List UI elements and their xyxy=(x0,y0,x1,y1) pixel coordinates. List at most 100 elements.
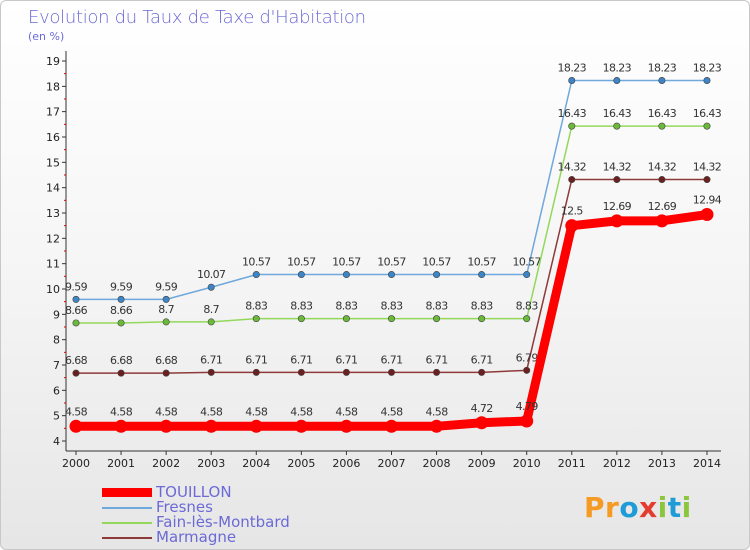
y-tick-label: 7 xyxy=(53,359,60,372)
data-label: 12.94 xyxy=(693,194,722,207)
legend-label: Fain-lès-Montbard xyxy=(156,513,290,531)
data-point xyxy=(613,122,621,130)
data-label: 6.79 xyxy=(516,351,539,364)
data-label: 9.59 xyxy=(110,280,133,293)
y-unit-label: (en %) xyxy=(28,30,65,43)
data-label: 12.5 xyxy=(561,205,584,218)
x-tick-label: 2008 xyxy=(423,457,451,470)
data-point xyxy=(69,419,83,433)
data-label: 8.83 xyxy=(426,300,449,313)
data-point xyxy=(613,176,621,184)
logo-letter: x xyxy=(639,491,658,524)
data-point xyxy=(117,319,125,327)
logo-letter: i xyxy=(681,491,692,524)
legend-item: Fain-lès-Montbard xyxy=(102,515,290,530)
data-label: 18.23 xyxy=(603,62,632,75)
data-point xyxy=(72,295,80,303)
x-tick-label: 2011 xyxy=(558,457,586,470)
y-tick-label: 5 xyxy=(53,410,60,423)
data-point xyxy=(478,271,486,279)
data-label: 6.71 xyxy=(335,353,357,366)
data-label: 8.83 xyxy=(471,300,494,313)
data-point xyxy=(72,369,80,377)
data-point xyxy=(430,419,444,433)
proxiti-logo[interactable]: Proxiti xyxy=(584,491,692,524)
data-label: 4.58 xyxy=(380,405,403,418)
y-tick-label: 12 xyxy=(46,232,60,245)
y-tick-label: 18 xyxy=(46,80,60,93)
data-point xyxy=(207,283,215,291)
data-label: 16.43 xyxy=(648,107,677,120)
data-point xyxy=(297,271,305,279)
data-label: 6.68 xyxy=(155,354,178,367)
data-point xyxy=(568,122,576,130)
x-tick-label: 2006 xyxy=(332,457,360,470)
y-tick-label: 11 xyxy=(46,258,60,271)
data-label: 6.68 xyxy=(110,354,133,367)
data-label: 8.83 xyxy=(245,300,268,313)
legend-label: Fresnes xyxy=(156,498,213,516)
data-label: 8.83 xyxy=(380,300,403,313)
legend-item: Fresnes xyxy=(102,500,290,515)
data-label: 14.32 xyxy=(558,161,587,174)
data-point xyxy=(252,368,260,376)
data-point xyxy=(114,419,128,433)
data-label: 8.7 xyxy=(158,303,174,316)
data-point xyxy=(72,319,80,327)
data-label: 6.71 xyxy=(290,353,312,366)
y-tick-label: 10 xyxy=(46,283,60,296)
data-point xyxy=(162,318,170,326)
data-label: 4.58 xyxy=(110,405,133,418)
data-point xyxy=(387,271,395,279)
y-tick-label: 13 xyxy=(46,207,60,220)
data-point xyxy=(297,315,305,323)
logo-letter: i xyxy=(657,491,668,524)
legend-swatch xyxy=(102,507,152,509)
x-tick-label: 2009 xyxy=(468,457,496,470)
data-point xyxy=(387,368,395,376)
data-point xyxy=(700,208,714,222)
y-tick-label: 14 xyxy=(46,182,60,195)
data-point xyxy=(252,271,260,279)
data-label: 6.71 xyxy=(471,353,493,366)
data-point xyxy=(610,214,624,228)
data-label: 8.66 xyxy=(65,304,88,317)
data-point xyxy=(342,368,350,376)
data-label: 16.43 xyxy=(603,107,632,120)
data-point xyxy=(703,176,711,184)
data-point xyxy=(613,77,621,85)
data-label: 12.69 xyxy=(648,200,677,213)
data-label: 6.71 xyxy=(380,353,402,366)
data-label: 4.58 xyxy=(426,405,449,418)
data-point xyxy=(162,295,170,303)
data-point xyxy=(475,416,489,430)
x-tick-label: 2010 xyxy=(513,457,541,470)
logo-letter: P xyxy=(584,491,606,524)
data-label: 4.58 xyxy=(200,405,223,418)
data-point xyxy=(387,315,395,323)
data-label: 6.71 xyxy=(426,353,448,366)
data-label: 6.71 xyxy=(245,353,267,366)
data-label: 6.71 xyxy=(200,353,222,366)
logo-letter: r xyxy=(605,491,620,524)
data-point xyxy=(384,419,398,433)
data-label: 9.59 xyxy=(65,280,88,293)
x-tick-label: 2004 xyxy=(242,457,270,470)
data-point xyxy=(204,419,218,433)
data-label: 4.58 xyxy=(290,405,313,418)
data-point xyxy=(342,315,350,323)
data-point xyxy=(523,366,531,374)
logo-letter: t xyxy=(667,491,682,524)
data-point xyxy=(117,369,125,377)
y-tick-label: 8 xyxy=(53,334,60,347)
y-tick-label: 6 xyxy=(53,384,60,397)
chart-title: Evolution du Taux de Taxe d'Habitation xyxy=(28,7,366,28)
legend-label: Marmagne xyxy=(156,528,237,546)
y-tick-label: 17 xyxy=(46,106,60,119)
data-label: 10.57 xyxy=(467,256,496,269)
x-tick-label: 2001 xyxy=(107,457,135,470)
data-label: 4.58 xyxy=(335,405,358,418)
data-point xyxy=(523,271,531,279)
x-tick-label: 2005 xyxy=(287,457,315,470)
